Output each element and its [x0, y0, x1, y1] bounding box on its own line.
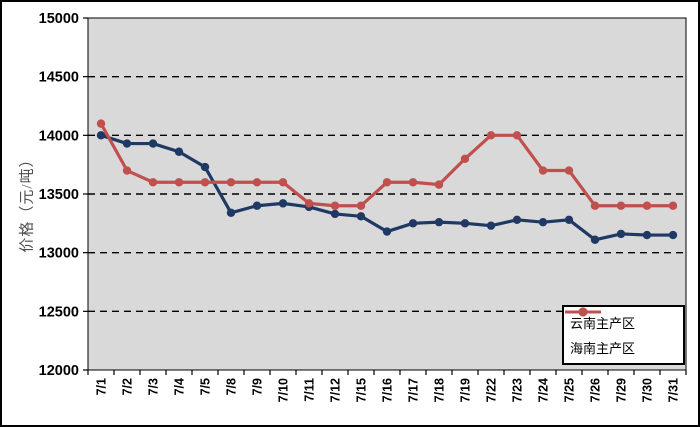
svg-text:7/3: 7/3	[147, 378, 161, 395]
svg-text:7/10: 7/10	[277, 378, 291, 402]
svg-text:7/22: 7/22	[485, 378, 499, 402]
svg-text:7/9: 7/9	[251, 378, 265, 395]
legend-item-hainan: 海南主产区	[565, 307, 677, 357]
svg-text:7/1: 7/1	[95, 378, 109, 395]
svg-text:7/4: 7/4	[173, 378, 187, 395]
svg-text:7/23: 7/23	[511, 378, 525, 402]
svg-text:7/15: 7/15	[355, 378, 369, 402]
svg-text:7/8: 7/8	[225, 378, 239, 395]
svg-text:7/19: 7/19	[459, 378, 473, 402]
svg-text:12500: 12500	[39, 304, 79, 320]
svg-text:7/12: 7/12	[329, 378, 343, 402]
svg-text:7/24: 7/24	[537, 378, 551, 402]
y-axis-title: 价格（元/吨）	[19, 151, 36, 253]
svg-text:14000: 14000	[39, 128, 79, 144]
chart-legend: 云南主产区 海南主产区	[562, 305, 685, 365]
svg-text:13500: 13500	[39, 187, 79, 203]
legend-label-yunnan: 云南主产区	[570, 316, 636, 331]
svg-text:7/29: 7/29	[615, 378, 629, 402]
svg-text:12000: 12000	[39, 363, 79, 379]
svg-text:7/2: 7/2	[121, 378, 135, 395]
svg-text:7/5: 7/5	[199, 378, 213, 395]
svg-text:7/18: 7/18	[433, 378, 447, 402]
svg-text:13000: 13000	[39, 246, 79, 262]
svg-text:7/31: 7/31	[667, 378, 681, 402]
svg-text:7/11: 7/11	[303, 378, 317, 402]
svg-text:7/17: 7/17	[407, 378, 421, 402]
legend-label-hainan: 海南主产区	[570, 341, 636, 356]
svg-text:7/16: 7/16	[381, 378, 395, 402]
svg-text:7/26: 7/26	[589, 378, 603, 402]
svg-text:15000: 15000	[39, 11, 79, 27]
svg-text:14500: 14500	[39, 70, 79, 86]
svg-text:7/30: 7/30	[641, 378, 655, 402]
hainan-line-marker-icon	[565, 307, 601, 317]
svg-text:7/25: 7/25	[563, 378, 577, 402]
